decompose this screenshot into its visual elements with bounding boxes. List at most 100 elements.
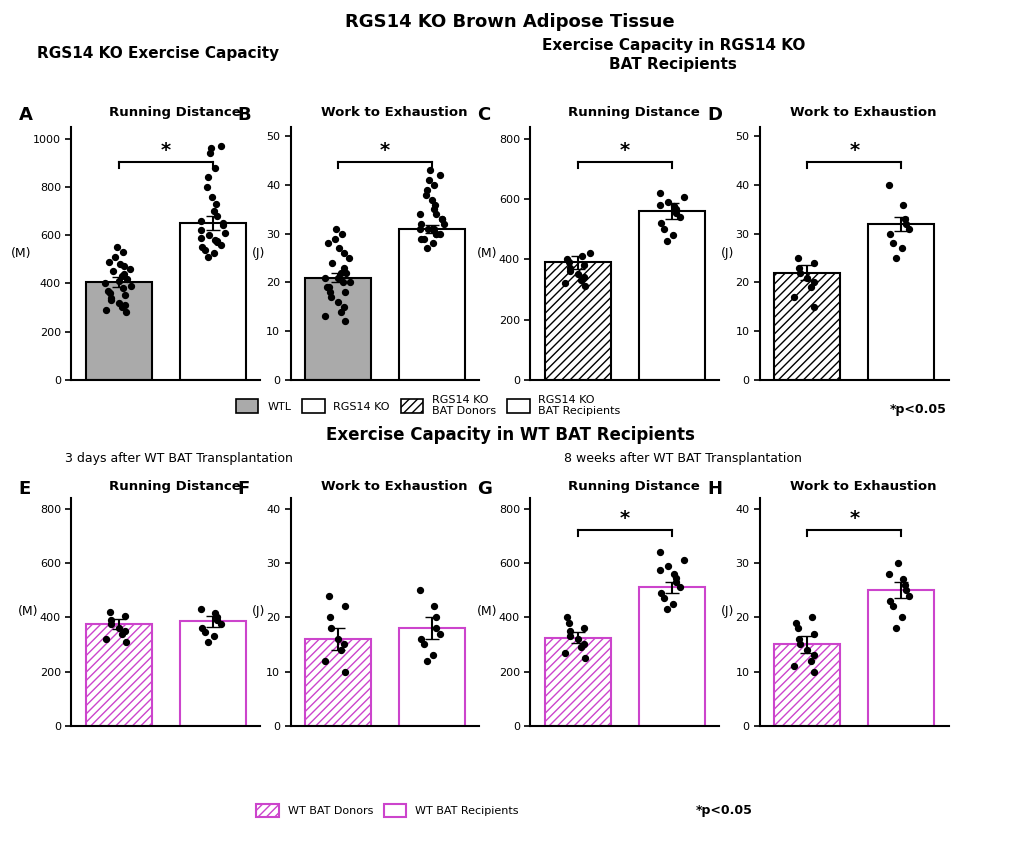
Point (427, 610, 443, 624)
Point (790, 621, 806, 635)
Point (336, 665, 353, 679)
Text: *: * (620, 509, 629, 528)
Point (336, 600, 353, 614)
Point (887, 621, 903, 635)
Point (418, 241, 434, 255)
Point (122, 279, 139, 293)
Point (208, 235, 224, 248)
Point (337, 266, 354, 279)
Point (431, 169, 447, 182)
Point (896, 578, 912, 592)
Point (121, 262, 138, 276)
Point (197, 625, 213, 639)
Point (209, 209, 225, 223)
Point (114, 627, 130, 641)
Point (884, 600, 901, 614)
Text: Work to Exhaustion: Work to Exhaustion (321, 106, 468, 119)
Point (897, 217, 913, 230)
Point (788, 616, 804, 630)
Point (117, 609, 133, 623)
Text: C: C (477, 106, 490, 124)
Point (413, 232, 429, 246)
Point (425, 648, 441, 662)
Point (569, 632, 585, 646)
Point (900, 589, 916, 603)
Text: G: G (477, 479, 492, 498)
Y-axis label: (J): (J) (251, 246, 265, 260)
Point (334, 276, 351, 289)
Point (333, 305, 350, 318)
Point (655, 592, 672, 605)
Point (419, 183, 435, 197)
Point (193, 214, 209, 227)
Point (202, 146, 218, 160)
Point (412, 222, 428, 235)
Text: Work to Exhaustion: Work to Exhaustion (790, 106, 936, 119)
Text: Exercise Capacity in RGS14 KO
BAT Recipients: Exercise Capacity in RGS14 KO BAT Recipi… (541, 38, 804, 72)
Point (427, 227, 443, 241)
Point (117, 298, 133, 311)
Point (206, 204, 222, 218)
Point (805, 257, 821, 270)
Text: *: * (380, 141, 389, 160)
Point (193, 230, 209, 244)
Point (209, 235, 225, 249)
Point (791, 266, 807, 279)
Text: Exercise Capacity in WT BAT Recipients: Exercise Capacity in WT BAT Recipients (325, 426, 694, 444)
Point (657, 235, 674, 248)
Point (207, 607, 223, 620)
Bar (398, 229, 465, 380)
Point (204, 190, 220, 203)
Bar (638, 587, 704, 726)
Text: *p<0.05: *p<0.05 (889, 403, 946, 416)
Point (98, 303, 114, 316)
Point (216, 226, 232, 240)
Point (336, 638, 353, 652)
Text: E: E (18, 479, 31, 498)
Text: Running Distance: Running Distance (109, 479, 240, 493)
Point (334, 227, 351, 241)
Point (111, 257, 127, 271)
Point (569, 268, 585, 281)
Bar (305, 278, 371, 380)
Point (657, 603, 674, 616)
Text: *: * (161, 141, 170, 160)
Bar (867, 224, 933, 380)
Text: Running Distance: Running Distance (109, 106, 240, 119)
Point (117, 624, 133, 638)
Point (558, 252, 575, 266)
Point (203, 142, 219, 155)
Point (798, 643, 814, 657)
Point (651, 563, 667, 576)
Point (651, 545, 667, 559)
Point (322, 621, 338, 635)
Point (666, 571, 683, 585)
Bar (86, 624, 152, 726)
Point (425, 178, 441, 192)
Point (193, 603, 209, 616)
Point (105, 264, 121, 278)
Point (330, 271, 346, 284)
Point (805, 276, 821, 289)
Point (887, 252, 903, 265)
Point (426, 600, 442, 614)
Point (110, 621, 126, 635)
Point (805, 627, 821, 641)
Point (655, 222, 672, 235)
Y-axis label: (M): (M) (477, 605, 497, 619)
Point (431, 627, 447, 641)
Point (340, 252, 357, 265)
Point (111, 274, 127, 288)
Point (790, 632, 806, 646)
Point (320, 236, 336, 250)
Point (114, 300, 130, 314)
Point (897, 583, 913, 597)
Point (802, 654, 818, 668)
Point (880, 567, 897, 581)
Y-axis label: (J): (J) (719, 605, 734, 619)
Bar (179, 621, 246, 726)
Point (561, 264, 578, 278)
Point (433, 213, 449, 226)
Point (576, 271, 592, 284)
Point (576, 621, 592, 635)
